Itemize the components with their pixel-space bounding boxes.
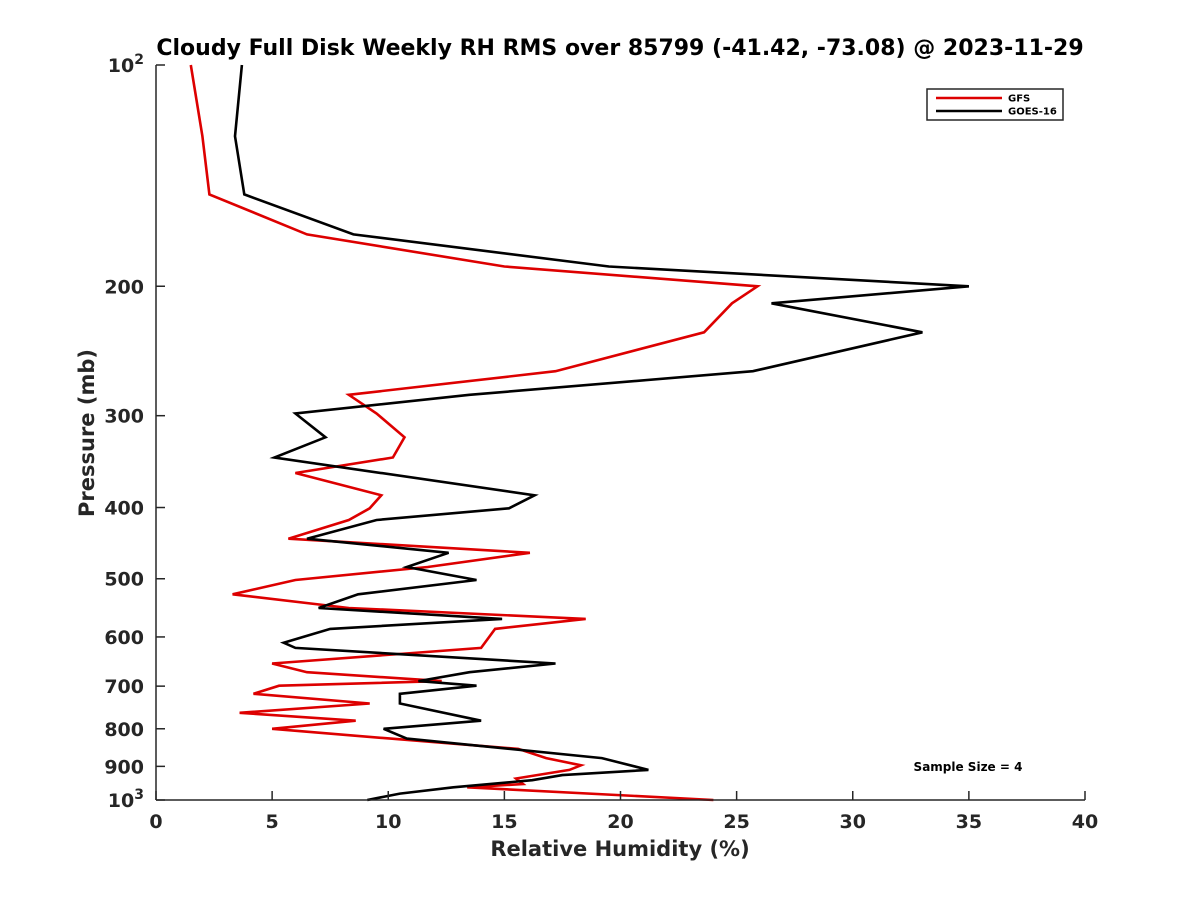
- sample-size-annotation: Sample Size = 4: [914, 760, 1023, 774]
- legend: GFS GOES-16: [926, 88, 1064, 121]
- legend-label-gfs: GFS: [1008, 94, 1030, 105]
- x-tick-label: 40: [1072, 811, 1098, 833]
- series-layer: [189, 64, 970, 802]
- x-tick-label: 0: [149, 811, 162, 833]
- y-axis-label: Pressure (mb): [75, 349, 99, 517]
- x-tick-label: 5: [266, 811, 279, 833]
- y-tick-label: 500: [104, 569, 144, 591]
- x-tick-label: 30: [840, 811, 866, 833]
- y-tick-label: 600: [104, 627, 144, 649]
- series-line-goes16: [233, 64, 970, 802]
- y-tick-label: 103: [108, 787, 144, 812]
- y-tick-label: 400: [104, 498, 144, 520]
- chart-title: Cloudy Full Disk Weekly RH RMS over 8579…: [156, 36, 1083, 61]
- x-tick-label: 25: [723, 811, 749, 833]
- series-line-gfs: [189, 64, 762, 802]
- y-tick-label: 102: [108, 52, 144, 77]
- y-tick-label: 300: [104, 406, 144, 428]
- y-tick-label: 700: [104, 676, 144, 698]
- x-tick-label: 15: [491, 811, 517, 833]
- x-axis-label: Relative Humidity (%): [490, 837, 749, 861]
- y-tick-label: 800: [104, 719, 144, 741]
- x-tick-label: 10: [375, 811, 401, 833]
- x-tick-label: 20: [607, 811, 633, 833]
- y-tick-label: 900: [104, 756, 144, 778]
- y-tick-label: 200: [104, 276, 144, 298]
- legend-box: [926, 88, 1064, 121]
- x-tick-label: 35: [956, 811, 982, 833]
- axes-layer: 0 5 10 15 20 25 30 35 40 102 200 300 400 500 600 700 800…: [104, 52, 1098, 833]
- legend-label-goes16: GOES-16: [1008, 107, 1057, 118]
